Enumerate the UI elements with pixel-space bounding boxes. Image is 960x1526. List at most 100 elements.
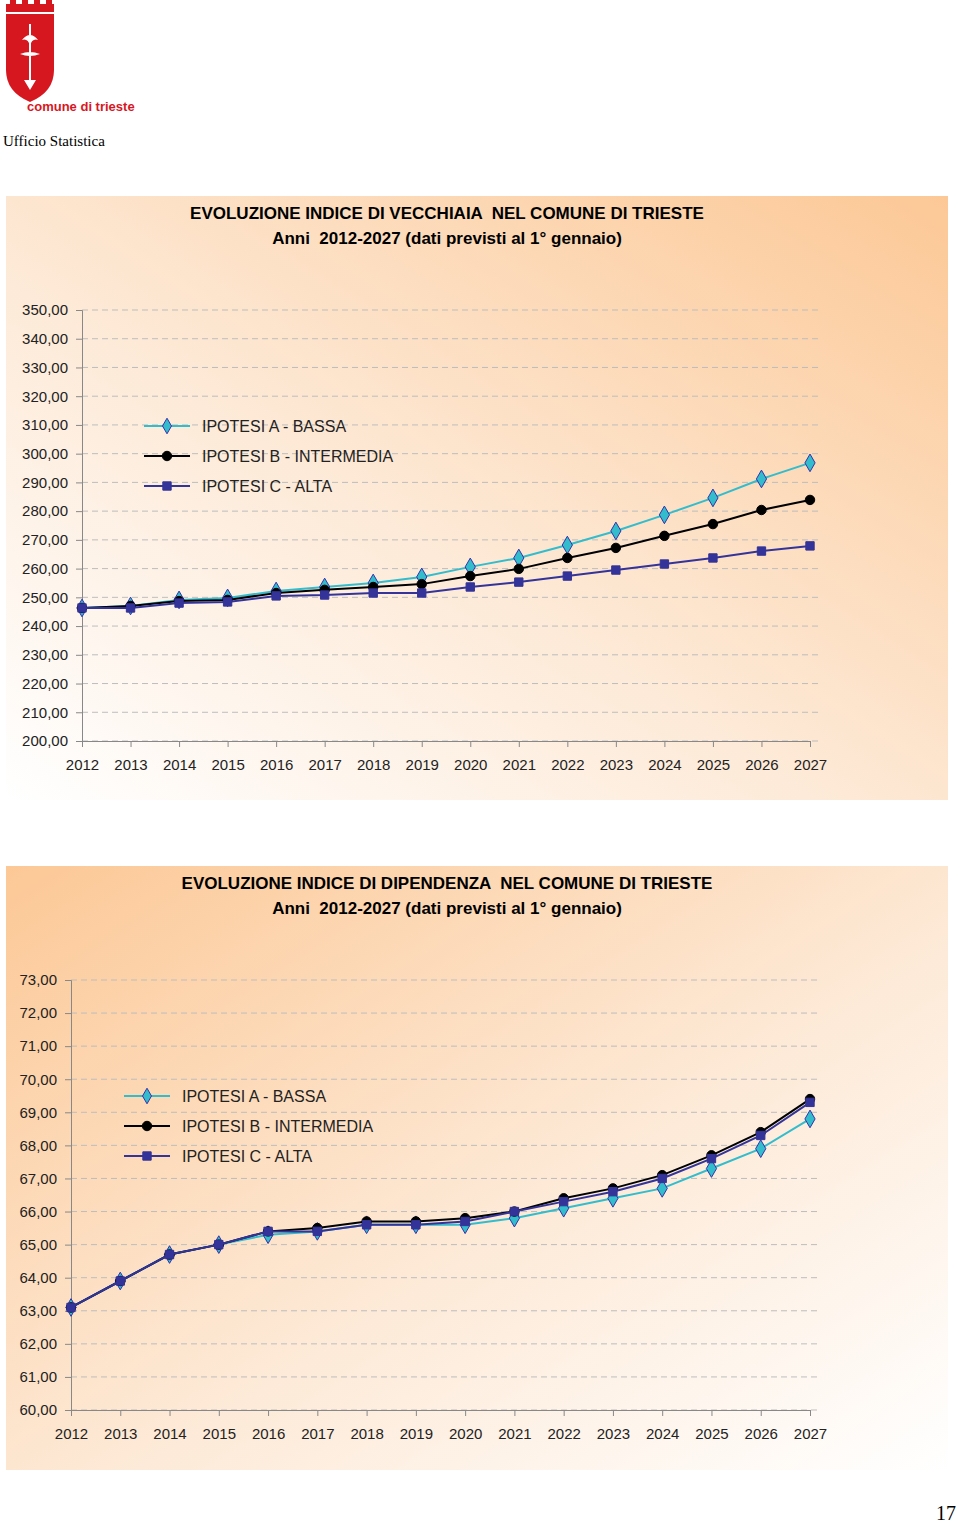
x-tick-mark	[761, 741, 762, 747]
y-tick-mark	[65, 1377, 71, 1378]
x-tick-label: 2018	[357, 756, 390, 773]
x-tick-label: 2022	[551, 756, 584, 773]
x-tick-label: 2015	[203, 1425, 236, 1442]
series-marker	[223, 598, 231, 606]
grid-line	[82, 310, 818, 311]
series-marker	[264, 1227, 272, 1235]
page: comune di triesteUfficio Statistica17EVO…	[0, 0, 960, 1526]
y-tick-label: 230,00	[22, 646, 68, 663]
legend-label: IPOTESI B - INTERMEDIA	[182, 1118, 373, 1135]
y-tick: 240,00	[22, 617, 82, 634]
chart-subtitle: Anni 2012-2027 (dati previsti al 1° genn…	[272, 229, 622, 248]
y-tick-mark	[76, 482, 82, 483]
y-tick: 62,00	[19, 1335, 71, 1352]
y-tick-mark	[76, 396, 82, 397]
y-tick-label: 300,00	[22, 445, 68, 462]
series-marker	[214, 1240, 223, 1249]
series-line	[71, 1099, 810, 1307]
series-marker	[757, 505, 766, 514]
x-tick-mark	[465, 1410, 466, 1416]
x-tick: 2020	[449, 1410, 482, 1442]
y-tick: 66,00	[19, 1203, 71, 1220]
x-tick: 2021	[498, 1410, 531, 1442]
chart: EVOLUZIONE INDICE DI DIPENDENZA NEL COMU…	[6, 866, 948, 1470]
legend-label: IPOTESI C - ALTA	[202, 478, 332, 495]
x-tick-mark	[567, 741, 568, 747]
y-tick-mark	[65, 1079, 71, 1080]
x-tick: 2015	[203, 1410, 236, 1442]
series-marker	[514, 564, 523, 573]
x-tick-label: 2021	[498, 1425, 531, 1442]
y-tick-label: 240,00	[22, 617, 68, 634]
y-tick: 350,00	[22, 301, 82, 318]
x-tick-label: 2012	[55, 1425, 88, 1442]
x-tick-mark	[71, 1410, 72, 1416]
legend-marker	[143, 1088, 152, 1104]
x-tick-mark	[616, 741, 617, 747]
x-axis: 2012201320142015201620172018201920202021…	[55, 1410, 827, 1442]
plot-area	[66, 1094, 815, 1316]
x-tick-label: 2014	[153, 1425, 186, 1442]
x-tick-mark	[373, 741, 374, 747]
legend: IPOTESI A - BASSAIPOTESI B - INTERMEDIAI…	[144, 418, 393, 495]
x-tick: 2016	[252, 1410, 285, 1442]
y-tick-mark	[65, 1344, 71, 1345]
x-tick: 2020	[454, 741, 487, 773]
y-tick-mark	[76, 367, 82, 368]
grid-line	[82, 568, 818, 569]
x-tick-mark	[564, 1410, 565, 1416]
grid	[82, 310, 818, 741]
y-tick-mark	[76, 712, 82, 713]
series-marker	[563, 553, 572, 562]
y-tick-mark	[65, 1112, 71, 1113]
series-marker	[215, 1240, 223, 1248]
x-tick: 2023	[597, 1410, 630, 1442]
y-tick-label: 62,00	[19, 1335, 57, 1352]
grid-line	[71, 1178, 818, 1179]
x-tick: 2022	[551, 741, 584, 773]
series-marker	[708, 519, 717, 528]
grid-line	[71, 1112, 818, 1113]
series-marker	[223, 589, 233, 607]
y-tick: 290,00	[22, 474, 82, 491]
y-tick: 200,00	[22, 732, 82, 749]
x-tick-label: 2020	[449, 1425, 482, 1442]
legend-item: IPOTESI A - BASSA	[144, 418, 346, 435]
x-tick-label: 2027	[794, 1425, 827, 1442]
x-tick-label: 2016	[252, 1425, 285, 1442]
y-tick-mark	[76, 511, 82, 512]
grid-line	[71, 1277, 818, 1278]
series-marker	[466, 583, 474, 591]
grid-line	[71, 1211, 818, 1212]
x-tick: 2027	[794, 1410, 827, 1442]
y-tick: 310,00	[22, 416, 82, 433]
x-axis-line	[72, 1411, 811, 1417]
y-tick: 280,00	[22, 502, 82, 519]
y-tick: 65,00	[19, 1236, 71, 1253]
series-marker	[757, 547, 765, 555]
x-tick: 2026	[745, 1410, 778, 1442]
series-marker	[125, 597, 135, 615]
x-tick-label: 2023	[597, 1425, 630, 1442]
series-marker	[165, 1250, 174, 1259]
x-tick: 2026	[745, 741, 778, 773]
legend-label: IPOTESI A - BASSA	[202, 418, 346, 435]
series-marker	[510, 1207, 519, 1216]
x-tick: 2014	[163, 741, 196, 773]
series-marker	[67, 1303, 75, 1311]
x-tick-label: 2016	[260, 756, 293, 773]
x-tick-label: 2018	[350, 1425, 383, 1442]
y-tick-label: 250,00	[22, 589, 68, 606]
y-tick-label: 340,00	[22, 330, 68, 347]
x-axis: 2012201320142015201620172018201920202021…	[66, 741, 827, 773]
x-tick-label: 2021	[503, 756, 536, 773]
y-tick-label: 69,00	[19, 1104, 57, 1121]
series-marker	[411, 1216, 421, 1234]
series-marker	[175, 599, 183, 607]
series-marker	[466, 571, 475, 580]
y-tick-label: 270,00	[22, 531, 68, 548]
x-tick-label: 2013	[104, 1425, 137, 1442]
x-tick-mark	[810, 741, 811, 747]
y-tick: 270,00	[22, 531, 82, 548]
series-marker	[417, 579, 426, 588]
